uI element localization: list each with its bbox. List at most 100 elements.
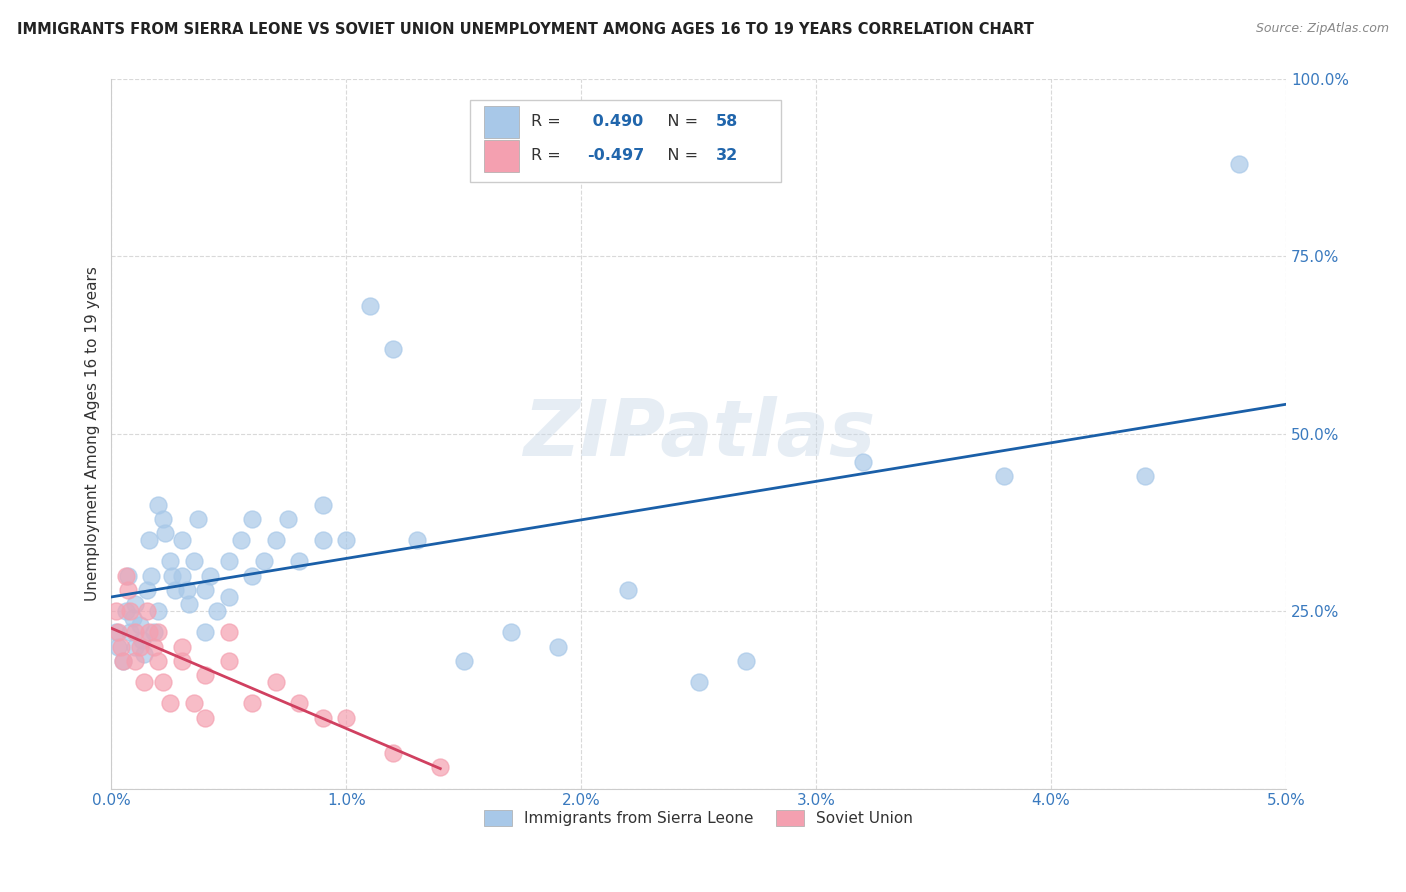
Point: [152, 512, 174, 526]
Point: [453, 654, 475, 668]
Point: [124, 625, 146, 640]
Text: R =: R =: [530, 114, 565, 129]
Point: [134, 675, 156, 690]
Point: [148, 498, 170, 512]
Point: [138, 533, 160, 548]
Point: [128, 618, 150, 632]
Point: [105, 604, 128, 618]
Point: [264, 675, 287, 690]
Point: [107, 625, 129, 640]
Text: IMMIGRANTS FROM SIERRA LEONE VS SOVIET UNION UNEMPLOYMENT AMONG AGES 16 TO 19 YE: IMMIGRANTS FROM SIERRA LEONE VS SOVIET U…: [17, 22, 1033, 37]
Point: [142, 625, 165, 640]
Point: [499, 625, 522, 640]
Point: [382, 746, 405, 760]
Point: [112, 654, 135, 668]
Point: [312, 498, 335, 512]
Point: [382, 342, 405, 356]
Point: [138, 625, 160, 640]
Point: [170, 640, 193, 654]
Point: [142, 640, 165, 654]
Point: [105, 625, 128, 640]
Point: [170, 654, 193, 668]
Point: [218, 625, 240, 640]
Legend: Immigrants from Sierra Leone, Soviet Union: Immigrants from Sierra Leone, Soviet Uni…: [477, 803, 921, 834]
Text: R =: R =: [530, 148, 565, 163]
Point: [288, 554, 311, 568]
Point: [110, 640, 132, 654]
Text: Source: ZipAtlas.com: Source: ZipAtlas.com: [1256, 22, 1389, 36]
Point: [117, 568, 139, 582]
Point: [218, 654, 240, 668]
Point: [194, 668, 217, 682]
Point: [176, 582, 198, 597]
Point: [405, 533, 427, 548]
Point: [312, 533, 335, 548]
Point: [183, 697, 205, 711]
Point: [159, 554, 181, 568]
Point: [124, 597, 146, 611]
Point: [124, 654, 146, 668]
Point: [852, 455, 875, 469]
Point: [205, 604, 228, 618]
Point: [547, 640, 569, 654]
Point: [187, 512, 209, 526]
Point: [240, 512, 263, 526]
Text: -0.497: -0.497: [588, 148, 644, 163]
Point: [617, 582, 640, 597]
Point: [159, 697, 181, 711]
Point: [121, 611, 143, 625]
Point: [128, 640, 150, 654]
Point: [194, 582, 217, 597]
Point: [240, 568, 263, 582]
Point: [993, 469, 1015, 483]
Point: [688, 675, 710, 690]
Point: [335, 710, 357, 724]
Point: [114, 568, 136, 582]
Point: [112, 654, 135, 668]
Text: N =: N =: [652, 148, 703, 163]
Point: [359, 299, 381, 313]
Point: [229, 533, 252, 548]
Text: N =: N =: [652, 114, 703, 129]
Point: [288, 697, 311, 711]
Point: [183, 554, 205, 568]
Point: [177, 597, 200, 611]
Point: [1227, 157, 1250, 171]
Point: [107, 640, 129, 654]
Point: [170, 533, 193, 548]
Point: [194, 710, 217, 724]
Point: [155, 526, 177, 541]
Point: [218, 554, 240, 568]
Point: [152, 675, 174, 690]
Point: [218, 590, 240, 604]
Point: [135, 604, 157, 618]
Point: [148, 654, 170, 668]
Y-axis label: Unemployment Among Ages 16 to 19 years: Unemployment Among Ages 16 to 19 years: [86, 267, 100, 601]
Point: [734, 654, 756, 668]
Point: [114, 604, 136, 618]
Point: [312, 710, 335, 724]
FancyBboxPatch shape: [470, 100, 780, 182]
Point: [163, 582, 186, 597]
Text: 58: 58: [716, 114, 738, 129]
Point: [429, 760, 451, 774]
Point: [194, 625, 217, 640]
Point: [198, 568, 221, 582]
Text: 0.490: 0.490: [588, 114, 644, 129]
Point: [135, 582, 157, 597]
Point: [253, 554, 276, 568]
Point: [277, 512, 299, 526]
Point: [117, 582, 139, 597]
Point: [240, 697, 263, 711]
Point: [120, 604, 142, 618]
Point: [148, 604, 170, 618]
Point: [170, 568, 193, 582]
FancyBboxPatch shape: [484, 140, 519, 171]
Point: [120, 625, 142, 640]
FancyBboxPatch shape: [484, 105, 519, 137]
Text: 32: 32: [716, 148, 738, 163]
Text: ZIPatlas: ZIPatlas: [523, 396, 875, 472]
Point: [148, 625, 170, 640]
Point: [131, 632, 153, 647]
Point: [162, 568, 184, 582]
